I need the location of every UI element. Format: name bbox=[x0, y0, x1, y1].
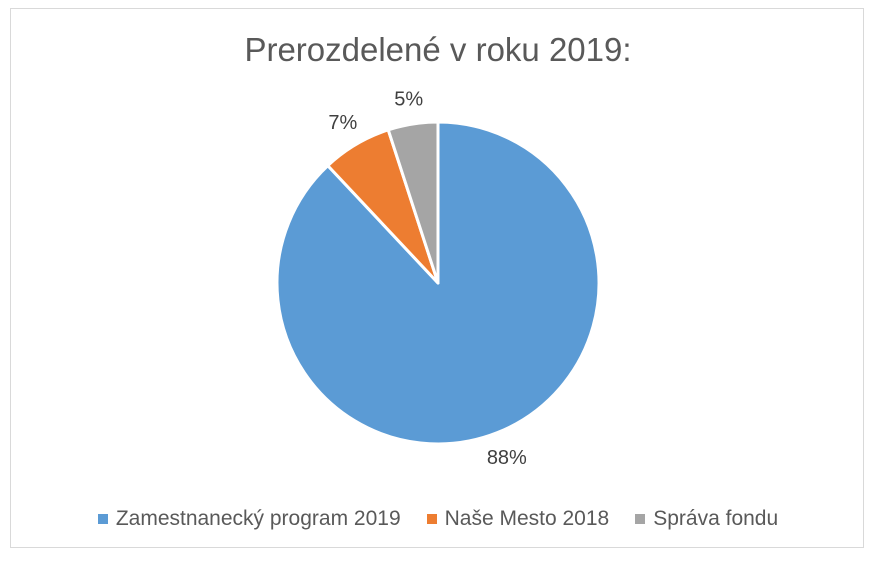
chart-title: Prerozdelené v roku 2019: bbox=[244, 31, 632, 68]
legend-swatch-sprava-fondu bbox=[635, 514, 646, 524]
legend-swatch-nase-mesto bbox=[426, 514, 437, 524]
data-label-sprava-fondu: 5% bbox=[394, 88, 423, 110]
legend-item-sprava-fondu: Správa fondu bbox=[635, 507, 778, 531]
legend-item-nase-mesto: Naše Mesto 2018 bbox=[426, 507, 610, 531]
legend-item-zamestnanecky: Zamestnanecký program 2019 bbox=[97, 507, 401, 531]
legend-label-sprava-fondu: Správa fondu bbox=[653, 507, 779, 530]
legend-swatch-zamestnanecky bbox=[97, 514, 108, 524]
data-label-nase-mesto: 7% bbox=[328, 112, 357, 134]
legend-label-zamestnanecky: Zamestnanecký program 2019 bbox=[115, 507, 401, 530]
legend: Zamestnanecký program 2019 Naše Mesto 20… bbox=[11, 507, 865, 531]
pie-slice-sprava-fondu bbox=[386, 120, 440, 285]
pie-chart: 88% 7% 5% bbox=[275, 88, 601, 469]
chart-area: Prerozdelené v roku 2019: 88% 7% 5% Zamest… bbox=[10, 8, 864, 548]
legend-label-nase-mesto: Naše Mesto 2018 bbox=[444, 507, 610, 530]
data-label-zamestnanecky: 88% bbox=[487, 447, 527, 469]
